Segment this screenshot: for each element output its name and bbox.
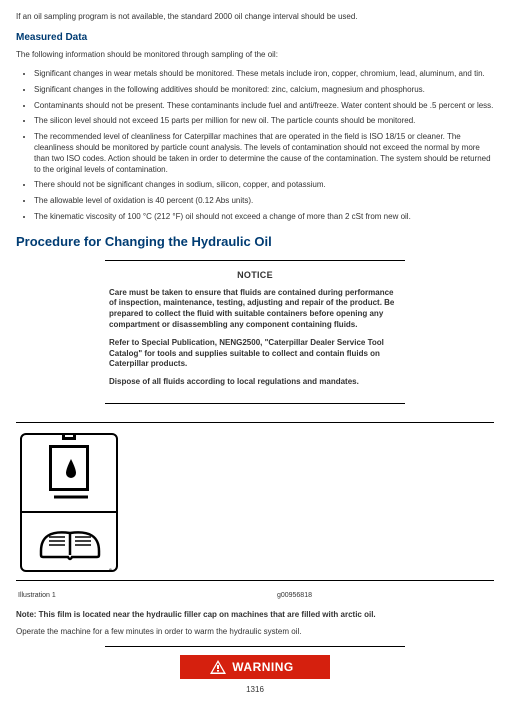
- manual-book-icon: 155-2416: [22, 513, 116, 570]
- figure-reference-number: 155-2416: [108, 568, 113, 572]
- figure-caption: Illustration 1 g00956818: [16, 591, 494, 600]
- film-location-note: Note: This film is located near the hydr…: [16, 610, 494, 621]
- notice-para: Dispose of all fluids according to local…: [109, 377, 401, 388]
- list-item: The silicon level should not exceed 15 p…: [34, 116, 494, 127]
- safety-label-figure: 155-2416: [20, 433, 118, 572]
- measured-lead: The following information should be moni…: [16, 50, 494, 61]
- illustration-label: Illustration 1: [18, 591, 56, 600]
- divider: [16, 422, 494, 423]
- notice-block: NOTICE Care must be taken to ensure that…: [105, 260, 405, 404]
- list-item: Contaminants should not be present. Thes…: [34, 101, 494, 112]
- warning-triangle-icon: [210, 660, 226, 674]
- list-item: Significant changes in wear metals shoul…: [34, 69, 494, 80]
- measured-bullet-list: Significant changes in wear metals shoul…: [16, 69, 494, 223]
- operate-instruction: Operate the machine for a few minutes in…: [16, 627, 494, 638]
- page-number: 1316: [16, 685, 494, 696]
- intro-paragraph: If an oil sampling program is not availa…: [16, 12, 494, 23]
- heading-procedure: Procedure for Changing the Hydraulic Oil: [16, 233, 494, 251]
- warning-banner: WARNING: [180, 655, 330, 679]
- list-item: There should not be significant changes …: [34, 180, 494, 191]
- notice-title: NOTICE: [109, 269, 401, 281]
- illustration-code: g00956818: [277, 591, 312, 600]
- warning-label: WARNING: [232, 659, 294, 675]
- list-item: The kinematic viscosity of 100 °C (212 °…: [34, 212, 494, 223]
- list-item: The allowable level of oxidation is 40 p…: [34, 196, 494, 207]
- list-item: Significant changes in the following add…: [34, 85, 494, 96]
- notice-para: Care must be taken to ensure that fluids…: [109, 288, 401, 331]
- notice-para: Refer to Special Publication, NENG2500, …: [109, 338, 401, 370]
- warning-block: WARNING: [105, 646, 405, 679]
- oil-container-icon: [22, 435, 116, 513]
- heading-measured-data: Measured Data: [16, 31, 494, 45]
- list-item: The recommended level of cleanliness for…: [34, 132, 494, 175]
- divider: [16, 580, 494, 581]
